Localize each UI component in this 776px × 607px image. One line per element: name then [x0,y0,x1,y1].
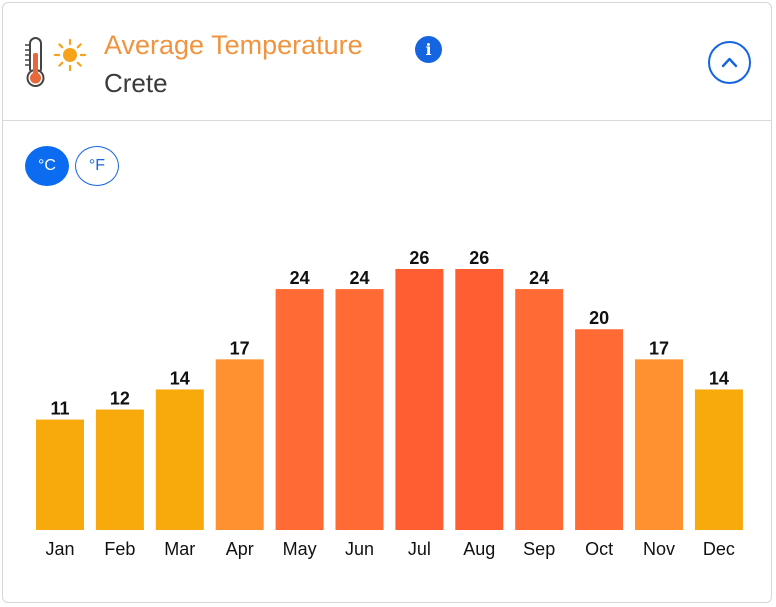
x-tick-jun: Jun [345,539,374,559]
x-tick-aug: Aug [463,539,495,559]
bar-dec [694,389,743,530]
x-tick-apr: Apr [226,539,254,559]
x-tick-jan: Jan [45,539,74,559]
bar-apr [215,359,264,530]
bar-jan [36,419,84,530]
x-tick-mar: Mar [164,539,195,559]
chevron-up-icon [721,57,738,68]
data-label-nov: 17 [649,338,669,358]
x-tick-sep: Sep [523,539,555,559]
temperature-bar-chart: 11 Jan 12 Feb 14 Mar 17 Apr 24 May 24 Jun 26 Jul 26 Aug… [36,248,743,559]
x-tick-feb: Feb [104,539,135,559]
data-label-aug: 26 [469,248,489,268]
data-label-jul: 26 [409,248,429,268]
bar-jul [395,269,444,530]
data-label-jan: 11 [50,399,69,419]
bar-mar [155,389,204,530]
location-name: Crete [104,68,168,98]
bar-may [275,289,324,530]
bar-sep [515,289,564,530]
celsius-toggle[interactable]: °C [25,146,69,186]
bar-nov [635,359,683,530]
card-header: Average Temperature Crete i [3,3,771,121]
data-label-sep: 24 [529,268,549,288]
x-tick-dec: Dec [703,539,735,559]
bar-jun [335,289,384,530]
data-label-feb: 12 [110,389,130,409]
data-label-apr: 17 [230,338,250,358]
chart-title: Average Temperature [104,30,363,60]
bar-oct [575,329,624,530]
data-label-may: 24 [290,268,310,288]
x-tick-nov: Nov [643,539,675,559]
bar-aug [455,269,504,530]
x-tick-jul: Jul [408,539,431,559]
thermometer-sun-icon [25,37,87,87]
data-label-mar: 14 [170,368,190,388]
bar-feb [95,409,144,530]
collapse-button[interactable] [708,41,751,84]
x-tick-may: May [283,539,317,559]
data-label-oct: 20 [589,308,609,328]
x-tick-oct: Oct [585,539,613,559]
data-label-dec: 14 [709,368,729,388]
data-label-jun: 24 [349,268,369,288]
info-icon[interactable]: i [415,36,442,63]
fahrenheit-toggle[interactable]: °F [75,146,119,186]
